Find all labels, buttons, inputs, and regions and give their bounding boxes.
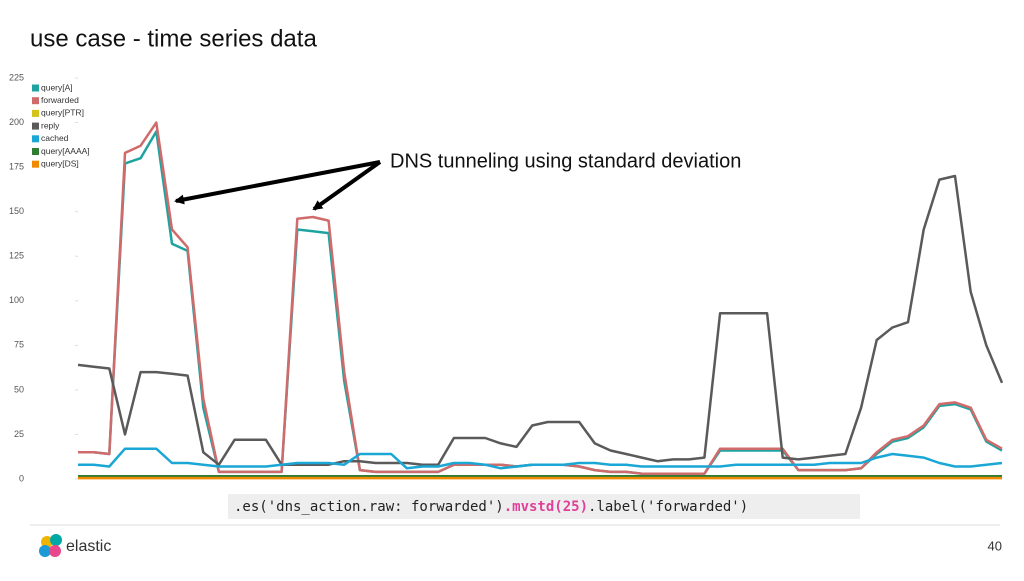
- legend-swatch: [32, 135, 39, 143]
- code-box: [228, 494, 860, 519]
- arrow: [174, 160, 381, 205]
- legend-swatch: [32, 160, 39, 168]
- legend-label: query[PTR]: [41, 108, 84, 118]
- legend-label: query[DS]: [41, 158, 79, 168]
- series-line: [78, 447, 1003, 470]
- legend-label: forwarded: [41, 95, 79, 105]
- arrow: [312, 160, 382, 211]
- y-tick-label: 75: [14, 340, 24, 350]
- series-line: [78, 130, 1003, 475]
- y-tick-label: 200: [9, 117, 24, 127]
- legend-label: query[A]: [41, 82, 73, 92]
- y-tick-label: 25: [14, 429, 24, 439]
- legend-swatch: [32, 148, 39, 155]
- code: .es('dns_action.raw: forwarded').mvstd(2…: [234, 499, 748, 515]
- legend-label: reply: [41, 120, 60, 130]
- page-number: 40: [988, 538, 1002, 553]
- plot: 0 25 50 75 100 125 150 175 200 225 query[A] forward…: [9, 72, 1004, 483]
- y-tick-label: 50: [14, 384, 24, 394]
- y-tick-label: 225: [9, 72, 24, 82]
- y-tick-label: 0: [19, 473, 24, 483]
- legend-swatch: [32, 97, 39, 105]
- legend-swatch: [32, 122, 39, 130]
- y-tick-label: 150: [9, 206, 24, 216]
- slide-title: use case - time series data: [30, 25, 317, 52]
- series-line: [77, 174, 1004, 466]
- legend-swatch: [32, 109, 39, 117]
- series-line: [78, 121, 1003, 475]
- legend-swatch: [32, 84, 39, 92]
- code-part: .label('forwarded'): [588, 499, 748, 515]
- code-highlight: .mvstd(25): [504, 499, 588, 515]
- y-tick-label: 125: [9, 251, 24, 261]
- code-part: .es('dns_action.raw: forwarded'): [234, 499, 504, 515]
- y-tick-label: 175: [9, 161, 24, 171]
- y-tick-label: 100: [9, 295, 24, 305]
- annotation: DNS tunneling using standard deviation: [390, 150, 741, 172]
- logo-icon: [39, 534, 62, 557]
- logo-text: elastic: [66, 538, 111, 555]
- legend-label: cached: [41, 133, 69, 143]
- legend-label: query[AAAA]: [41, 146, 90, 156]
